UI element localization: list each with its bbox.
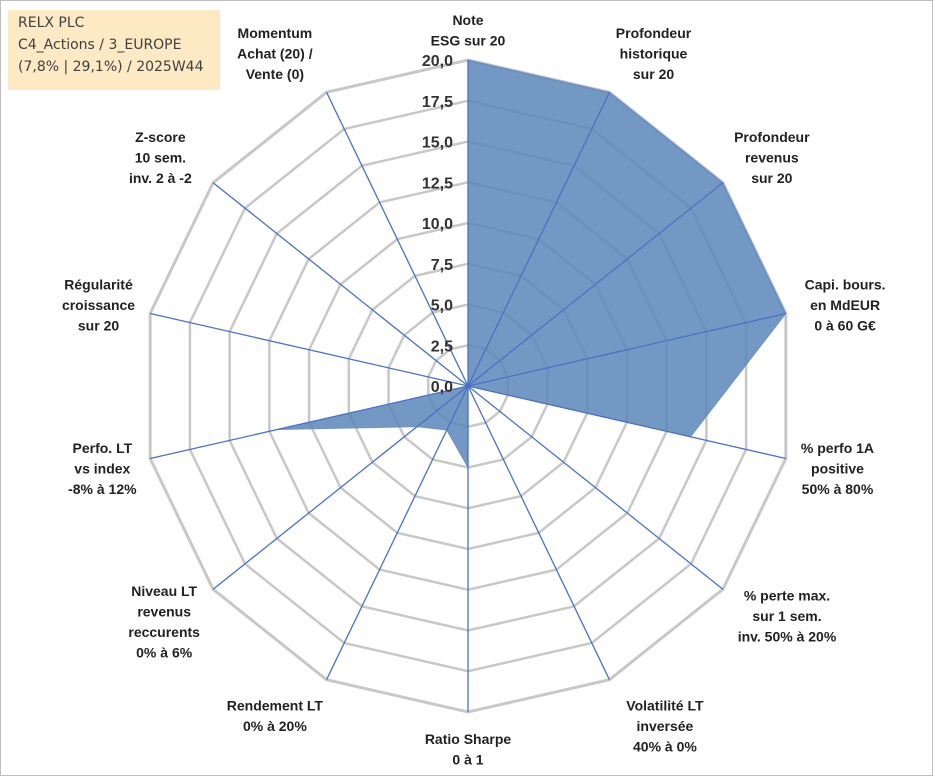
category-label-1-line-1: historique — [620, 46, 688, 62]
spoke-10 — [150, 385, 469, 460]
spoke-11 — [150, 312, 469, 387]
category-label-11-line-0: Régularité — [64, 276, 133, 292]
category-label-0-line-1: ESG sur 20 — [431, 32, 506, 48]
tick-label-4: 10,0 — [422, 216, 453, 233]
category-label-3-line-0: Capi. bours. — [805, 276, 886, 292]
category-label-12: Z-score 10 sem. inv. 2 à -2 — [129, 129, 192, 186]
category-label-10: Perfo. LT vs index -8% à 12% — [68, 440, 137, 497]
spoke-13 — [325, 92, 469, 387]
category-label-2: Profondeur revenus sur 20 — [734, 129, 810, 186]
category-label-13: Momentum Achat (20) / Vente (0) — [237, 25, 313, 82]
category-label-5-line-1: sur 1 sem. — [752, 608, 821, 624]
tick-label-7: 17,5 — [422, 94, 453, 111]
category-label-6-line-2: 40% à 0% — [633, 738, 697, 754]
category-label-11-line-2: sur 20 — [78, 317, 119, 333]
spoke-2 — [467, 182, 724, 387]
category-label-10-line-1: vs index — [74, 461, 130, 477]
category-label-7-line-1: 0 à 1 — [452, 751, 483, 767]
tick-label-2: 5,0 — [431, 298, 453, 315]
spoke-5 — [467, 385, 724, 590]
category-label-11: Régularité croissance sur 20 — [62, 276, 135, 333]
category-label-8: Rendement LT 0% à 20% — [227, 697, 324, 734]
spoke-6 — [467, 385, 611, 680]
category-label-0-line-0: Note — [452, 12, 483, 28]
category-label-9-line-2: reccurents — [128, 624, 200, 640]
category-label-0: Note ESG sur 20 — [431, 12, 506, 49]
series-area — [277, 59, 787, 470]
category-label-5: % perte max. sur 1 sem. inv. 50% à 20% — [738, 587, 837, 644]
category-label-3-line-2: 0 à 60 G€ — [814, 317, 876, 333]
category-label-4-line-2: 50% à 80% — [802, 481, 874, 497]
category-label-13-line-2: Vente (0) — [246, 66, 304, 82]
category-label-2-line-0: Profondeur — [734, 129, 810, 145]
category-label-4: % perfo 1A positive 50% à 80% — [801, 440, 874, 497]
category-label-7-line-0: Ratio Sharpe — [425, 731, 512, 747]
category-label-6-line-0: Volatilité LT — [626, 697, 704, 713]
category-label-6-line-1: inversée — [637, 718, 694, 734]
category-label-3-line-1: en MdEUR — [810, 297, 880, 313]
category-label-12-line-2: inv. 2 à -2 — [129, 170, 192, 186]
info-performance: (7,8% | 29,1%) / 2025W44 — [18, 59, 204, 75]
info-category: C4_Actions / 3_EUROPE — [18, 37, 182, 53]
spoke-9 — [212, 385, 469, 590]
category-label-9: Niveau LT revenus reccurents 0% à 6% — [128, 583, 200, 661]
category-label-11-line-1: croissance — [62, 297, 135, 313]
info-company: RELX PLC — [18, 15, 85, 31]
category-label-9-line-3: 0% à 6% — [136, 644, 193, 660]
tick-label-5: 12,5 — [422, 175, 453, 192]
category-label-13-line-1: Achat (20) / — [237, 46, 313, 62]
info-box: RELX PLC C4_Actions / 3_EUROPE (7,8% | 2… — [8, 10, 220, 90]
radar-category-labels: Note ESG sur 20 Profondeur historique sur 20… — [62, 12, 886, 768]
category-label-2-line-2: sur 20 — [751, 170, 792, 186]
spoke-12 — [212, 182, 469, 387]
category-label-8-line-1: 0% à 20% — [243, 718, 307, 734]
category-label-12-line-0: Z-score — [135, 129, 186, 145]
spoke-1 — [467, 92, 611, 387]
tick-label-3: 7,5 — [431, 257, 453, 274]
tick-label-0: 0,0 — [431, 379, 453, 396]
radar-series — [277, 59, 787, 470]
category-label-10-line-0: Perfo. LT — [73, 440, 133, 456]
tick-label-8: 20,0 — [422, 53, 453, 70]
category-label-1-line-0: Profondeur — [616, 25, 692, 41]
category-label-3: Capi. bours. en MdEUR 0 à 60 G€ — [805, 276, 886, 333]
tick-label-1: 2,5 — [431, 338, 453, 355]
category-label-13-line-0: Momentum — [238, 25, 313, 41]
category-label-1-line-2: sur 20 — [633, 66, 674, 82]
radar-tick-labels: 0,0 2,5 5,0 7,5 10,0 12,5 15,0 17,5 20,0 — [422, 53, 453, 396]
spoke-3 — [467, 312, 786, 387]
category-label-8-line-0: Rendement LT — [227, 697, 324, 713]
category-label-1: Profondeur historique sur 20 — [616, 25, 692, 82]
category-label-9-line-1: revenus — [137, 603, 191, 619]
tick-label-6: 15,0 — [422, 135, 453, 152]
category-label-6: Volatilité LT inversée 40% à 0% — [626, 697, 704, 754]
category-label-2-line-1: revenus — [745, 149, 799, 165]
category-label-4-line-0: % perfo 1A — [801, 440, 874, 456]
category-label-5-line-2: inv. 50% à 20% — [738, 628, 837, 644]
category-label-12-line-1: 10 sem. — [135, 149, 186, 165]
spoke-4 — [467, 385, 786, 460]
category-label-4-line-1: positive — [811, 461, 864, 477]
category-label-10-line-2: -8% à 12% — [68, 481, 137, 497]
category-label-5-line-0: % perte max. — [744, 587, 830, 603]
radar-spokes — [150, 60, 786, 712]
category-label-7: Ratio Sharpe 0 à 1 — [425, 731, 512, 768]
spoke-8 — [325, 385, 469, 680]
category-label-9-line-0: Niveau LT — [131, 583, 197, 599]
